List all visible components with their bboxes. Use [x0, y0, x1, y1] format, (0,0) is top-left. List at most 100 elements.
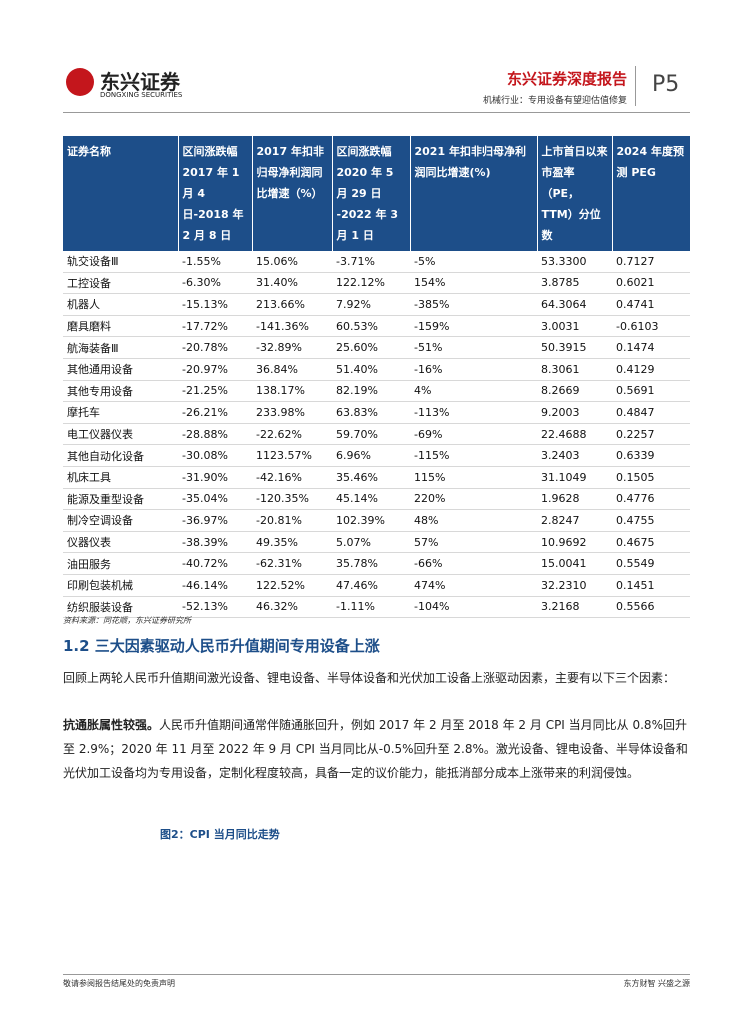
table-cell: -51%	[410, 336, 537, 359]
logo-en: DONGXING SECURITIES	[100, 91, 183, 99]
table-cell: 机器人	[63, 293, 178, 316]
table-cell: 工控设备	[63, 272, 178, 295]
table-cell: 154%	[410, 272, 537, 295]
table-cell: -21.25%	[178, 380, 252, 403]
table-cell: -66%	[410, 552, 537, 575]
table-cell: -36.97%	[178, 509, 252, 532]
table-cell: 36.84%	[252, 358, 332, 381]
table-cell: 0.1474	[612, 336, 690, 359]
table-cell: 49.35%	[252, 531, 332, 554]
table-cell: -15.13%	[178, 293, 252, 316]
table-cell: 31.40%	[252, 272, 332, 295]
table-cell: 53.3300	[537, 251, 612, 273]
table-cell: -1.55%	[178, 251, 252, 273]
table-cell: 0.5691	[612, 380, 690, 403]
table-cell: 10.9692	[537, 531, 612, 554]
table-cell: -62.31%	[252, 552, 332, 575]
table-cell: 59.70%	[332, 423, 410, 446]
table-cell: 220%	[410, 488, 537, 511]
table-cell: 0.5549	[612, 552, 690, 575]
table-cell: 64.3064	[537, 293, 612, 316]
table-cell: 0.4129	[612, 358, 690, 381]
table-cell: -22.62%	[252, 423, 332, 446]
table-cell: 63.83%	[332, 401, 410, 424]
table-cell: 其他自动化设备	[63, 444, 178, 467]
table-cell: -5%	[410, 251, 537, 273]
table-cell: -17.72%	[178, 315, 252, 338]
table-cell: 57%	[410, 531, 537, 554]
table-cell: 0.6021	[612, 272, 690, 295]
table-row: 能源及重型设备 -35.04% -120.35% 45.14% 220% 1.9628 0.…	[63, 488, 690, 511]
table-cell: -20.81%	[252, 509, 332, 532]
page-number: P5	[652, 72, 680, 97]
table-cell: -159%	[410, 315, 537, 338]
source-note: 资料来源：同花顺，东兴证券研究所	[63, 616, 191, 625]
table-cell: 0.7127	[612, 251, 690, 273]
table-row: 机器人 -15.13% 213.66% 7.92% -385% 64.3064 0.4741	[63, 293, 690, 316]
column-header: 2017 年扣非归母净利润同比增速（%）	[252, 136, 333, 251]
table-cell: 31.1049	[537, 466, 612, 489]
table-cell: 15.06%	[252, 251, 332, 273]
table-cell: 0.1451	[612, 574, 690, 597]
table-row: 摩托车 -26.21% 233.98% 63.83% -113% 9.2003 0.4847	[63, 401, 690, 424]
report-subtitle: 机械行业：专用设备有望迎估值修复	[482, 96, 627, 106]
table-cell: 0.2257	[612, 423, 690, 446]
table-cell: 航海装备Ⅲ	[63, 336, 178, 359]
table-cell: 122.12%	[332, 272, 410, 295]
table-cell: 0.4675	[612, 531, 690, 554]
table-cell: 0.1505	[612, 466, 690, 489]
table-cell: 35.46%	[332, 466, 410, 489]
column-header: 2021 年扣非归母净利润同比增速(%)	[410, 136, 538, 251]
footer-rule	[63, 974, 690, 975]
body-text: 人民币升值期间通常伴随通胀回升，例如 2017 年 2 月至 2018 年 2 …	[63, 718, 688, 780]
table-row: 其他专用设备 -21.25% 138.17% 82.19% 4% 8.2669 0.5691	[63, 380, 690, 403]
table-cell: -46.14%	[178, 574, 252, 597]
table-cell: 474%	[410, 574, 537, 597]
table-cell: 48%	[410, 509, 537, 532]
table-cell: 3.0031	[537, 315, 612, 338]
table-cell: 5.07%	[332, 531, 410, 554]
table-cell: 45.14%	[332, 488, 410, 511]
table-cell: -20.97%	[178, 358, 252, 381]
table-cell: 9.2003	[537, 401, 612, 424]
column-header: 区间涨跌幅 2017 年 1 月 4 日-2018 年 2 月 8 日	[178, 136, 253, 251]
table-cell: 磨具磨料	[63, 315, 178, 338]
footer-left: 敬请参阅报告结尾处的免责声明	[63, 979, 175, 988]
table-cell: -385%	[410, 293, 537, 316]
table-cell: -42.16%	[252, 466, 332, 489]
table-cell: 115%	[410, 466, 537, 489]
column-header: 区间涨跌幅 2020 年 5 月 29 日 -2022 年 3 月 1 日	[332, 136, 411, 251]
logo-text: 东兴证券	[100, 70, 180, 94]
table-cell: 纺织服装设备	[63, 596, 178, 619]
intro-paragraph: 回顾上两轮人民币升值期间激光设备、锂电设备、半导体设备和光伏加工设备上涨驱动因素…	[63, 671, 676, 685]
table-cell: -120.35%	[252, 488, 332, 511]
table-cell: 35.78%	[332, 552, 410, 575]
table-cell: 7.92%	[332, 293, 410, 316]
table-cell: -3.71%	[332, 251, 410, 273]
column-header: 证券名称	[63, 136, 179, 251]
body-paragraph: 抗通胀属性较强。人民币升值期间通常伴随通胀回升，例如 2017 年 2 月至 2…	[63, 713, 690, 785]
table-row: 轨交设备Ⅲ -1.55% 15.06% -3.71% -5% 53.3300 0.7127	[63, 251, 690, 273]
table-cell: 82.19%	[332, 380, 410, 403]
table-cell: -113%	[410, 401, 537, 424]
footer-right: 东方财智 兴盛之源	[623, 979, 690, 988]
table-cell: 0.6339	[612, 444, 690, 467]
table-cell: 油田服务	[63, 552, 178, 575]
table-cell: -20.78%	[178, 336, 252, 359]
table-row: 航海装备Ⅲ -20.78% -32.89% 25.60% -51% 50.3915 0.14…	[63, 336, 690, 359]
table-cell: 51.40%	[332, 358, 410, 381]
table-cell: -16%	[410, 358, 537, 381]
table-cell: 8.3061	[537, 358, 612, 381]
table-cell: -104%	[410, 596, 537, 619]
table-cell: -26.21%	[178, 401, 252, 424]
table-cell: 3.8785	[537, 272, 612, 295]
table-row: 油田服务 -40.72% -62.31% 35.78% -66% 15.0041 0.554…	[63, 552, 690, 575]
table-cell: -52.13%	[178, 596, 252, 619]
table-cell: -30.08%	[178, 444, 252, 467]
table-cell: 3.2168	[537, 596, 612, 619]
table-cell: 0.4755	[612, 509, 690, 532]
table-cell: 122.52%	[252, 574, 332, 597]
table-row: 其他自动化设备 -30.08% 1123.57% 6.96% -115% 3.2403 0.…	[63, 444, 690, 467]
logo-icon	[66, 68, 94, 96]
table-cell: -32.89%	[252, 336, 332, 359]
